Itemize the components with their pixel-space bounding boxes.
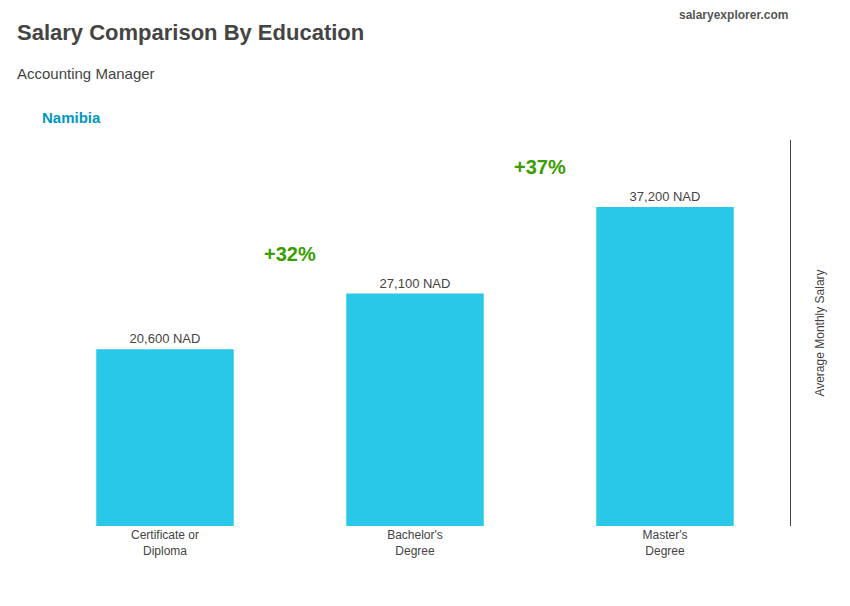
svg-text:Average Monthly Salary: Average Monthly Salary	[813, 269, 827, 396]
svg-text:Accounting Manager: Accounting Manager	[17, 65, 155, 82]
svg-text:+32%: +32%	[264, 243, 316, 265]
svg-text:Bachelor'sDegree: Bachelor'sDegree	[387, 528, 443, 558]
svg-text:Namibia: Namibia	[42, 109, 101, 126]
svg-text:+37%: +37%	[514, 156, 566, 178]
svg-text:37,200 NAD: 37,200 NAD	[630, 189, 701, 204]
svg-text:salaryexplorer.com: salaryexplorer.com	[679, 8, 788, 22]
svg-text:Certificate orDiploma: Certificate orDiploma	[131, 528, 199, 558]
svg-text:27,100 NAD: 27,100 NAD	[380, 276, 451, 291]
svg-text:Master'sDegree: Master'sDegree	[643, 528, 688, 558]
svg-text:Salary Comparison By Education: Salary Comparison By Education	[17, 20, 364, 45]
svg-text:20,600 NAD: 20,600 NAD	[130, 331, 201, 346]
